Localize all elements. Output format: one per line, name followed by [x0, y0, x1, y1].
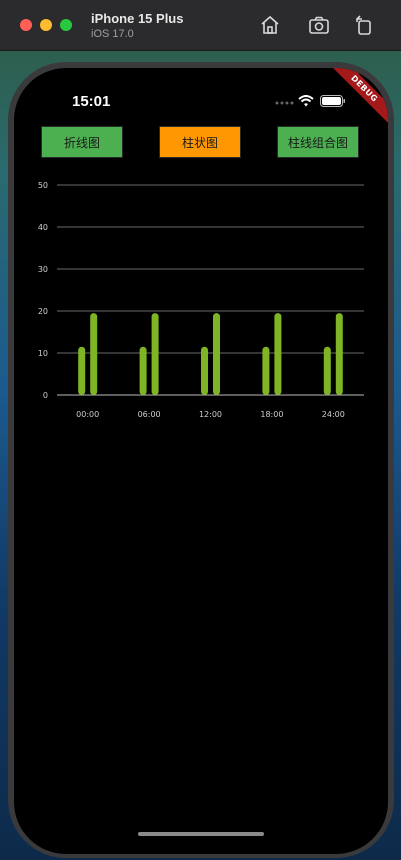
bar	[151, 313, 159, 395]
status-time: 15:01	[72, 93, 111, 110]
x-tick-label: 12:00	[199, 410, 222, 419]
phone-screen: 15:01 DEBUG 折线图 柱状图 柱线组合图 0 10 20 30 40 50 00:…	[14, 68, 388, 854]
bar	[139, 346, 147, 395]
bar-chart: 0 10 20 30 40 50 00:00 06:00 12:00 18:00 24:00	[38, 181, 364, 419]
screenshot-icon[interactable]	[307, 13, 331, 37]
bar	[90, 313, 98, 395]
y-tick-label: 40	[38, 223, 48, 232]
bar	[274, 313, 282, 395]
combo-chart-button[interactable]: 柱线组合图	[277, 126, 359, 158]
bar	[201, 346, 208, 395]
battery-icon	[320, 95, 345, 107]
y-tick-label: 50	[38, 181, 48, 190]
bar-chart-button[interactable]: 柱状图	[159, 126, 241, 158]
simulator-title-bar: iPhone 15 Plus iOS 17.0	[0, 0, 401, 51]
x-tick-label: 24:00	[322, 410, 345, 419]
bar	[78, 346, 86, 395]
y-tick-label: 20	[38, 307, 48, 316]
rotate-icon[interactable]	[352, 13, 376, 37]
x-tick-label: 18:00	[260, 410, 283, 419]
bar	[213, 313, 220, 395]
line-chart-button[interactable]: 折线图	[41, 126, 123, 158]
x-tick-label: 00:00	[76, 410, 99, 419]
y-tick-label: 10	[38, 349, 48, 358]
home-indicator[interactable]	[138, 832, 264, 836]
bar	[262, 346, 270, 395]
x-tick-label: 06:00	[138, 410, 161, 419]
device-os-version: iOS 17.0	[91, 28, 134, 40]
zoom-window-button[interactable]	[60, 19, 72, 31]
y-tick-label: 30	[38, 265, 48, 274]
y-tick-label: 0	[43, 391, 48, 400]
minimize-window-button[interactable]	[40, 19, 52, 31]
close-window-button[interactable]	[20, 19, 32, 31]
bar	[335, 313, 343, 395]
device-name: iPhone 15 Plus	[91, 11, 184, 26]
wifi-icon	[298, 95, 314, 107]
home-icon[interactable]	[258, 13, 282, 37]
bar	[323, 346, 331, 395]
cellular-signal-icon	[275, 101, 294, 105]
